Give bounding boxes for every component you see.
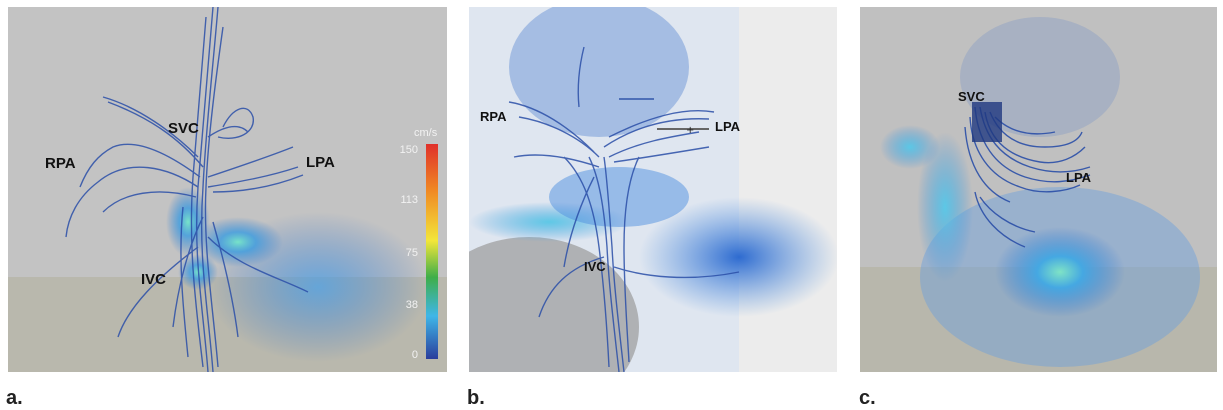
panel-c-label: c. [859,387,876,409]
label-svc: SVC [168,120,199,137]
panel-c-flow-render [860,7,1217,372]
label-lpa: LPA [715,119,741,134]
panel-a-flow-render [8,7,447,372]
colorbar-unit: cm/s [414,127,438,139]
label-ivc: IVC [584,259,606,274]
label-ivc: IVC [141,271,167,288]
panel-a-label: a. [6,387,23,409]
colorbar-tick-75: 75 [405,247,418,259]
colorbar-tick-113: 113 [400,194,418,206]
panel-c-image: SVC LPA [860,7,1217,372]
label-rpa: RPA [480,109,507,124]
label-lpa: LPA [1066,170,1092,185]
panel-b-image: + RPA LPA IVC [469,7,837,372]
colorbar [426,144,438,359]
panel-b-flow-render: + [469,7,837,372]
colorbar-tick-0: 0 [411,349,418,361]
panel-a-image: SVC RPA LPA IVC cm/s 150 113 75 38 0 [8,7,447,372]
label-rpa: RPA [45,155,76,172]
svg-text:+: + [686,125,694,136]
panel-b-label: b. [467,387,485,409]
label-svc: SVC [958,89,985,104]
colorbar-tick-38: 38 [405,299,418,311]
colorbar-tick-150: 150 [399,144,418,156]
label-lpa: LPA [306,154,335,171]
